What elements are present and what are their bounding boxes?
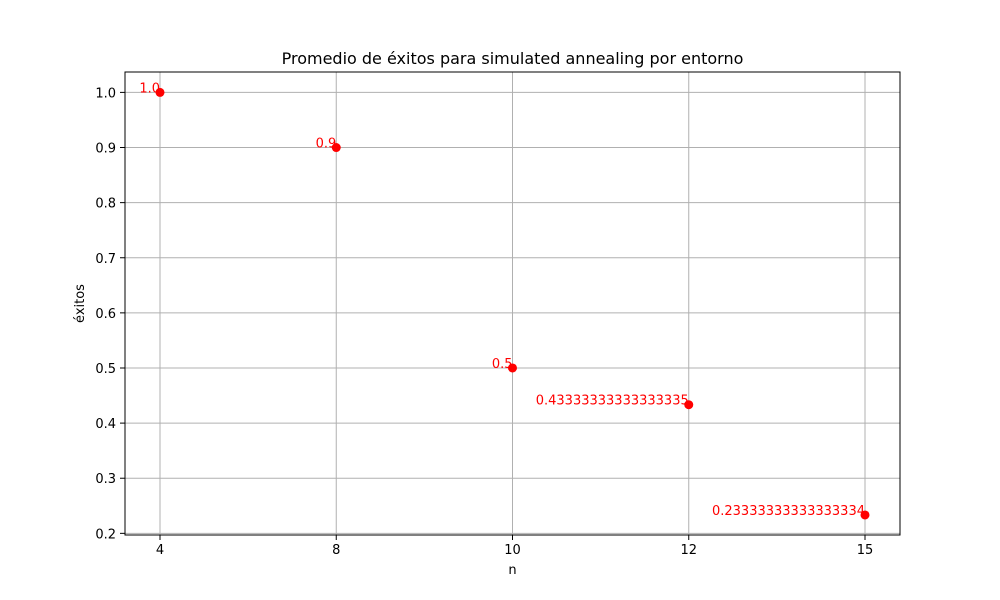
data-point-label: 0.23333333333333334 <box>712 504 865 519</box>
y-tick-label: 0.2 <box>95 527 116 542</box>
y-tick-label: 0.9 <box>95 142 116 157</box>
grid-layer <box>125 72 900 535</box>
tick-layer: 4 8 10 12 15 0.2 0.3 0.4 0.5 0.6 0.7 0.8 0.9 1.0 <box>95 86 873 558</box>
x-tick-label: 12 <box>680 543 697 558</box>
y-tick-label: 1.0 <box>95 86 116 101</box>
data-point-label: 0.5 <box>492 357 513 372</box>
data-point <box>860 510 870 520</box>
data-point <box>508 363 517 373</box>
x-tick-label: 4 <box>156 543 164 558</box>
y-tick-label: 0.5 <box>95 362 116 377</box>
y-axis-label: éxitos <box>73 284 88 323</box>
y-tick-label: 0.8 <box>95 197 116 212</box>
data-point <box>331 143 341 153</box>
chart-title: Promedio de éxitos para simulated anneal… <box>282 49 744 68</box>
data-point-label: 1.0 <box>139 81 160 96</box>
data-point <box>684 400 694 410</box>
data-point <box>155 87 165 97</box>
x-tick-label: 10 <box>504 543 521 558</box>
x-axis-label: n <box>508 563 516 578</box>
y-tick-label: 0.3 <box>95 472 116 487</box>
data-point-label: 0.43333333333333335 <box>536 394 689 409</box>
x-tick-label: 8 <box>332 543 340 558</box>
y-tick-label: 0.7 <box>95 252 116 267</box>
point-layer: 1.0 0.9 0.5 0.43333333333333335 0.2333333333… <box>139 81 870 520</box>
x-tick-label: 15 <box>857 543 874 558</box>
plot-frame <box>124 71 901 536</box>
y-tick-label: 0.4 <box>95 417 116 432</box>
y-tick-label: 0.6 <box>95 307 116 322</box>
data-point-label: 0.9 <box>316 137 337 152</box>
